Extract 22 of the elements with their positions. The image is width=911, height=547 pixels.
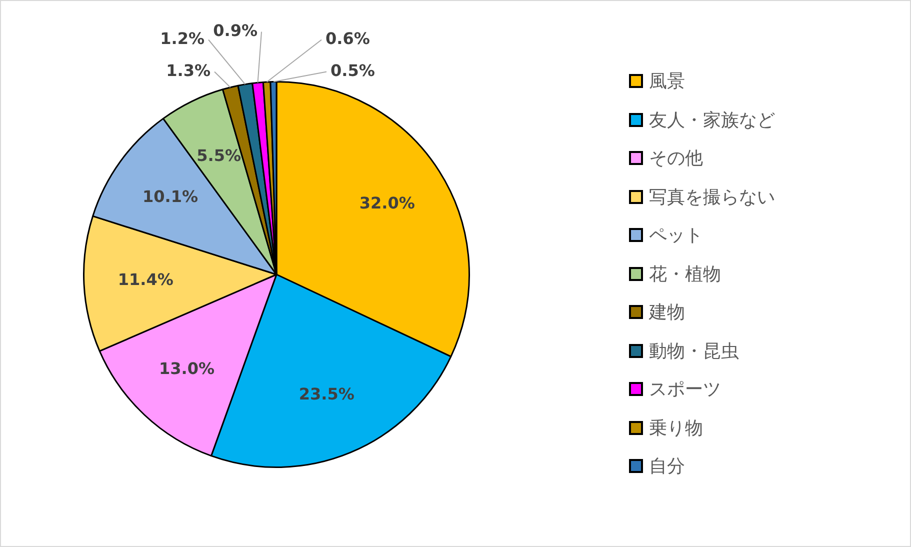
data-label: 1.2% (160, 28, 204, 48)
legend-label: 乗り物 (649, 416, 703, 440)
legend-label: 風景 (649, 70, 685, 94)
data-label: 23.5% (298, 384, 354, 404)
legend-label: 写真を撮らない (649, 186, 775, 209)
data-label: 5.5% (196, 146, 242, 165)
data-label: 0.6% (326, 28, 370, 48)
data-label: 11.4% (118, 270, 174, 290)
legend-label: 自分 (649, 455, 685, 478)
legend-label: スポーツ (649, 378, 721, 402)
legend-label: 動物・昆虫 (649, 340, 739, 363)
legend-label: 花・植物 (649, 262, 721, 286)
legend-label: その他 (649, 147, 703, 170)
data-label: 0.5% (330, 60, 375, 80)
legend-label: ペット (649, 224, 703, 248)
legend-label: 友人・家族など (649, 108, 775, 132)
data-label: 13.0% (159, 359, 215, 378)
legend-label: 建物 (649, 301, 685, 324)
data-label: 32.0% (359, 193, 415, 212)
data-label: 1.3% (166, 60, 210, 80)
data-label: 10.1% (142, 186, 198, 206)
data-label: 0.9% (213, 20, 258, 40)
